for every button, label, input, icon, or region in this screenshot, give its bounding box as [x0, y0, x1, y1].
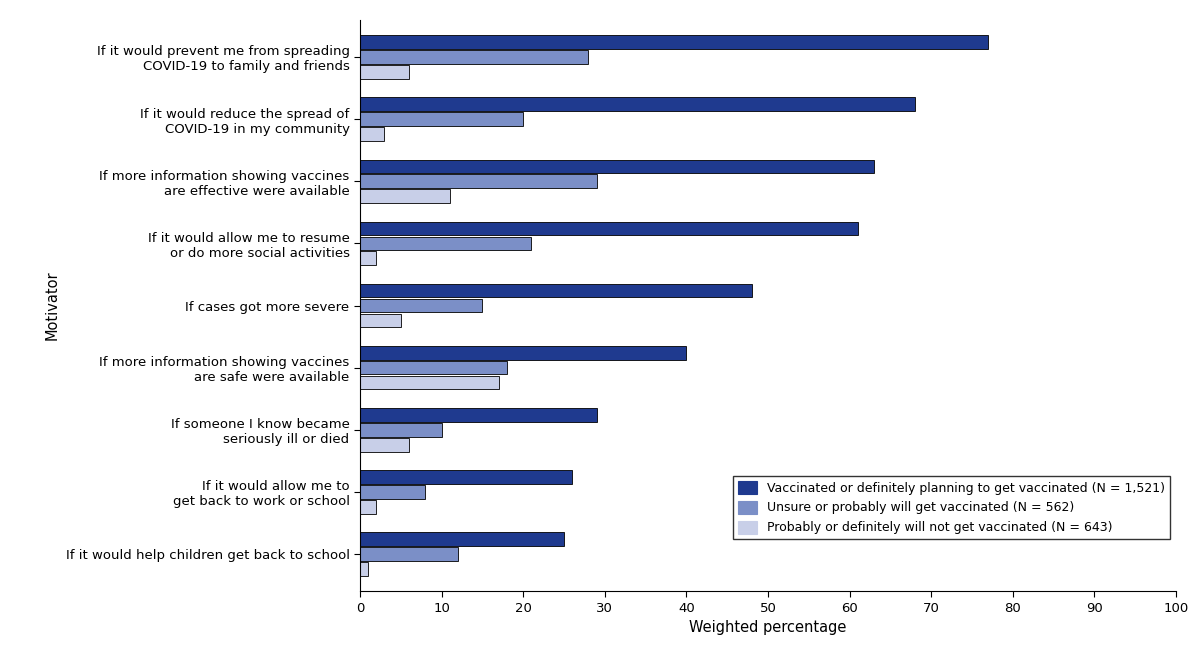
Bar	[360, 346, 686, 359]
Bar	[360, 221, 858, 235]
Bar	[360, 438, 409, 451]
Bar	[360, 189, 450, 203]
Bar	[360, 127, 384, 141]
Bar	[360, 97, 914, 111]
Bar	[360, 485, 425, 499]
Legend: Vaccinated or definitely planning to get vaccinated (N = 1,521), Unsure or proba: Vaccinated or definitely planning to get…	[733, 476, 1170, 539]
Y-axis label: Motivator: Motivator	[46, 271, 60, 340]
Bar	[360, 65, 409, 79]
Bar	[360, 408, 596, 422]
Bar	[360, 112, 523, 126]
Bar	[360, 361, 506, 374]
Bar	[360, 50, 588, 64]
Bar	[360, 252, 377, 265]
Bar	[360, 313, 401, 327]
Bar	[360, 376, 499, 390]
Bar	[360, 284, 751, 298]
X-axis label: Weighted percentage: Weighted percentage	[689, 620, 847, 635]
Bar	[360, 299, 482, 312]
Bar	[360, 547, 458, 561]
Bar	[360, 35, 989, 49]
Bar	[360, 470, 572, 484]
Bar	[360, 174, 596, 188]
Bar	[360, 532, 564, 546]
Bar	[360, 237, 532, 250]
Bar	[360, 500, 377, 514]
Bar	[360, 160, 874, 173]
Bar	[360, 562, 368, 576]
Bar	[360, 423, 442, 437]
